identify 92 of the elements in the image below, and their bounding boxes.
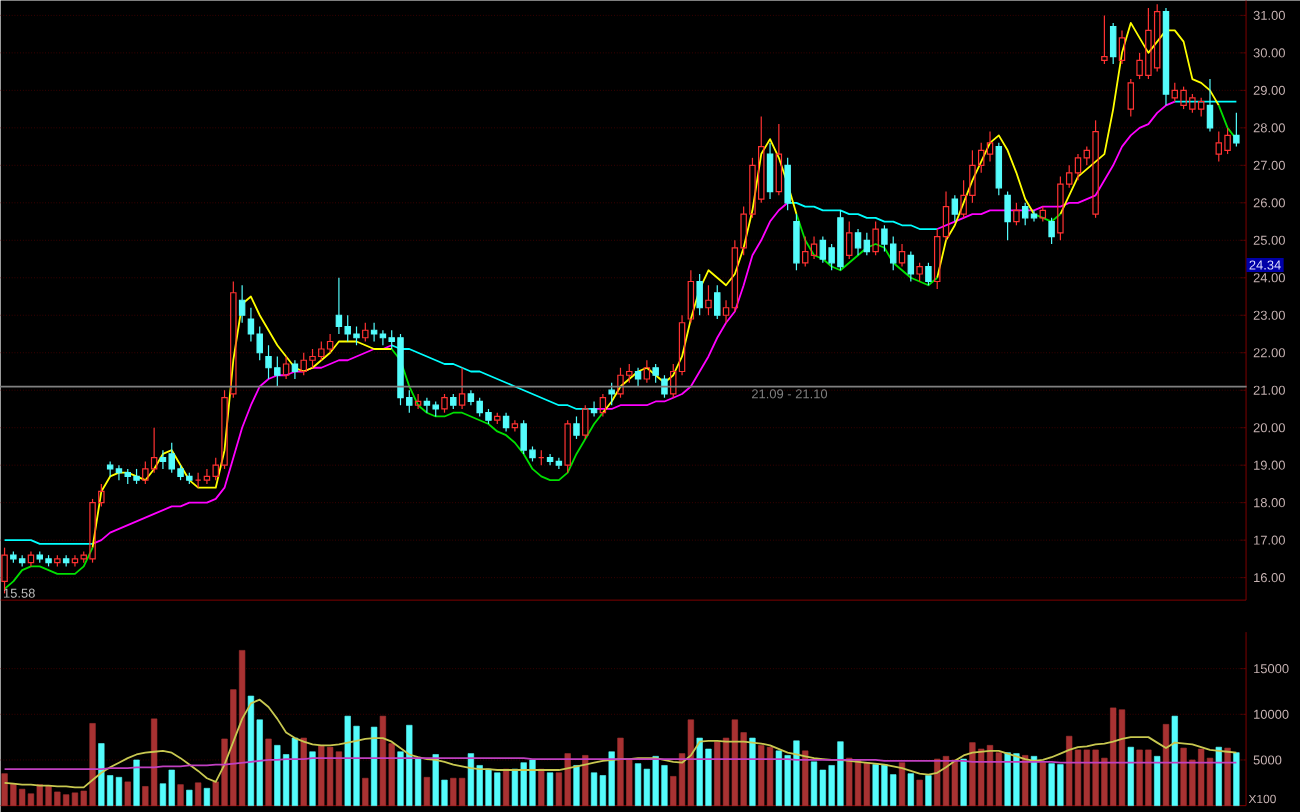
- candlestick: [854, 228, 862, 256]
- candlestick: [423, 397, 431, 414]
- candlestick: [590, 400, 598, 418]
- candlestick: [1162, 7, 1170, 106]
- bar: [1154, 756, 1161, 806]
- candlestick: [335, 277, 343, 335]
- candlestick: [238, 284, 246, 324]
- bar: [379, 715, 387, 806]
- bar: [370, 726, 378, 806]
- bar: [115, 777, 123, 806]
- bar: [582, 755, 589, 806]
- bar: [502, 768, 510, 806]
- bar: [863, 762, 870, 806]
- candlestick: [159, 449, 167, 470]
- candlestick: [326, 333, 334, 354]
- bar: [846, 757, 853, 806]
- candlestick: [502, 412, 510, 433]
- bar: [124, 781, 131, 806]
- bar: [291, 737, 299, 806]
- bar: [423, 777, 431, 806]
- candlestick: [379, 329, 387, 346]
- bar: [634, 763, 642, 806]
- candlestick: [898, 243, 906, 268]
- bar: [749, 737, 756, 806]
- candlestick: [810, 235, 818, 260]
- candlestick: [643, 359, 651, 384]
- candlestick: [27, 550, 35, 567]
- bar: [590, 772, 598, 806]
- bar: [309, 751, 316, 806]
- bar: [573, 765, 580, 806]
- bar: [1022, 755, 1029, 806]
- bar: [1224, 747, 1231, 806]
- bar: [907, 773, 914, 806]
- candlestick: [150, 427, 158, 474]
- bar: [1162, 724, 1170, 806]
- bar: [916, 779, 923, 806]
- bar: [467, 753, 475, 806]
- candlestick: [546, 453, 554, 466]
- bar: [1215, 746, 1222, 806]
- bar: [1127, 746, 1134, 806]
- bar: [925, 775, 932, 806]
- bar: [71, 792, 79, 806]
- bar: [1066, 735, 1073, 806]
- candlestick: [1030, 209, 1038, 223]
- bar: [203, 787, 211, 806]
- candlestick: [414, 393, 422, 410]
- candlestick: [687, 269, 695, 324]
- candlestick: [599, 393, 607, 418]
- bar: [458, 777, 466, 806]
- bar: [1030, 756, 1038, 806]
- bar: [300, 737, 307, 806]
- candlestick: [291, 359, 299, 380]
- bar: [195, 782, 202, 806]
- bar: [960, 758, 967, 806]
- bar: [335, 751, 343, 806]
- candlestick: [634, 367, 642, 388]
- candlestick: [1206, 78, 1214, 133]
- bar: [177, 784, 184, 806]
- candlestick: [282, 355, 290, 380]
- bar: [1039, 762, 1046, 806]
- candlestick: [370, 322, 378, 343]
- bar: [766, 746, 774, 806]
- candlestick: [458, 367, 466, 410]
- bar: [986, 745, 994, 806]
- bar: [951, 759, 958, 806]
- candlestick: [71, 554, 79, 567]
- bar: [265, 738, 272, 806]
- bar: [810, 761, 818, 806]
- candlestick: [467, 389, 475, 406]
- candlestick: [203, 468, 211, 485]
- bar: [898, 762, 906, 806]
- candlestick: [115, 464, 123, 481]
- candlestick: [555, 457, 563, 470]
- bar: [1171, 715, 1178, 806]
- bar: [802, 750, 809, 806]
- bar: [854, 759, 862, 806]
- bar: [1118, 709, 1126, 806]
- bar: [538, 768, 545, 806]
- bar: [362, 777, 369, 806]
- candlestick: [511, 419, 519, 433]
- candlestick: [1233, 112, 1240, 148]
- candlestick: [1074, 153, 1082, 181]
- bar: [995, 752, 1002, 806]
- bar: [247, 695, 255, 806]
- bar: [546, 772, 554, 806]
- candlestick: [986, 130, 994, 163]
- bar: [687, 719, 694, 806]
- candlestick: [1118, 29, 1126, 65]
- bar: [1233, 752, 1240, 806]
- candlestick: [766, 142, 774, 200]
- bar: [133, 759, 140, 806]
- bar: [186, 789, 193, 806]
